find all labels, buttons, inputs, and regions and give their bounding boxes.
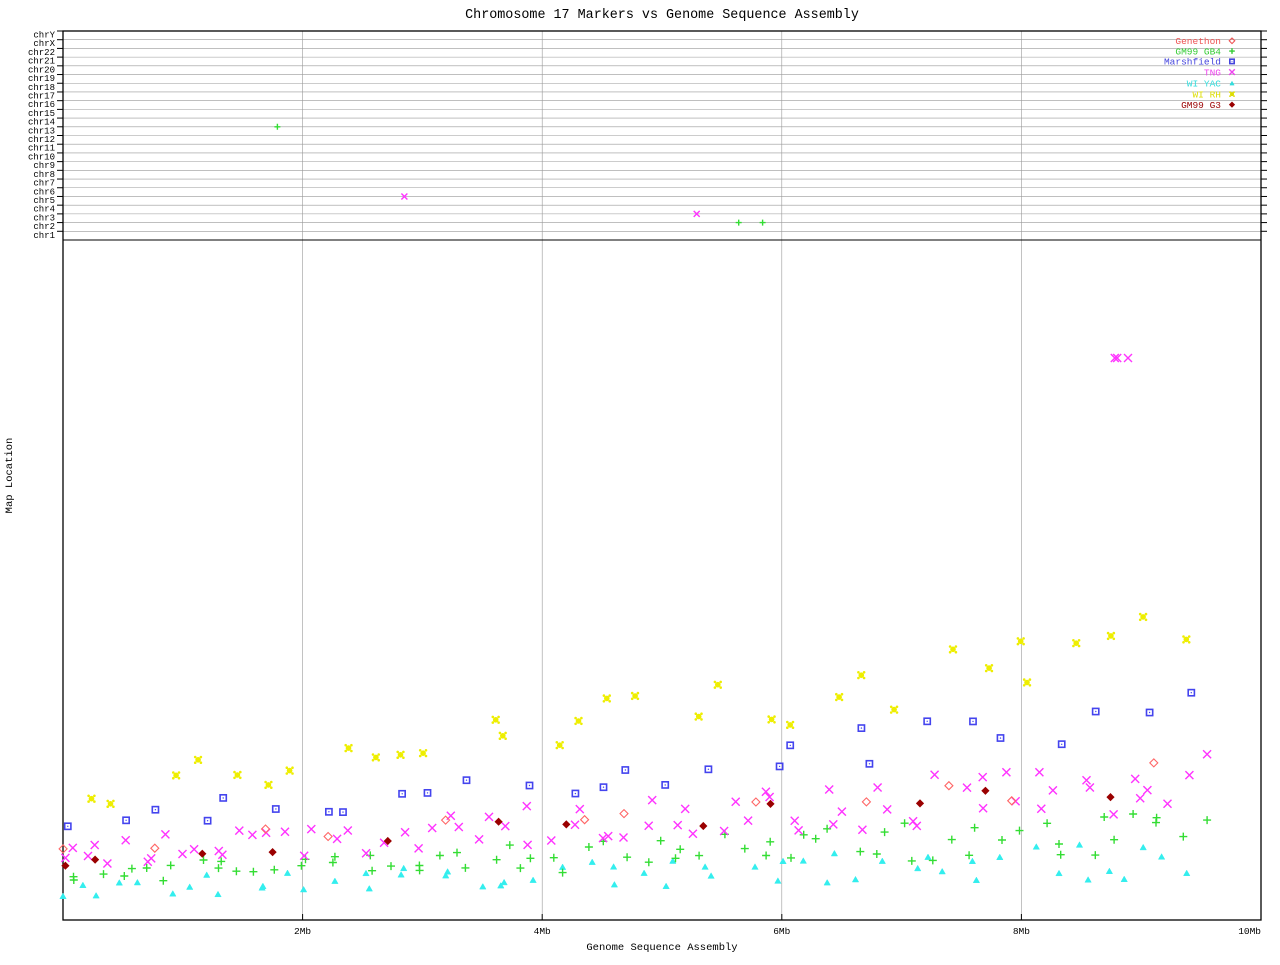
svg-text:10Mb: 10Mb — [1238, 926, 1261, 937]
svg-text:GM99 G3: GM99 G3 — [1181, 100, 1221, 111]
svg-text:Genome Sequence Assembly: Genome Sequence Assembly — [586, 942, 737, 954]
svg-text:8Mb: 8Mb — [1013, 926, 1030, 937]
svg-text:chr1: chr1 — [33, 231, 55, 241]
svg-text:TNG: TNG — [1204, 67, 1221, 78]
svg-text:2Mb: 2Mb — [294, 926, 311, 937]
svg-text:Map Location: Map Location — [4, 438, 16, 514]
svg-text:Chromosome 17 Markers vs Genom: Chromosome 17 Markers vs Genome Sequence… — [465, 8, 859, 23]
svg-text:WI RH: WI RH — [1192, 89, 1221, 100]
svg-text:WI YAC: WI YAC — [1187, 79, 1222, 90]
svg-text:Marshfield: Marshfield — [1164, 57, 1221, 68]
svg-text:6Mb: 6Mb — [773, 926, 790, 937]
svg-text:4Mb: 4Mb — [534, 926, 551, 937]
